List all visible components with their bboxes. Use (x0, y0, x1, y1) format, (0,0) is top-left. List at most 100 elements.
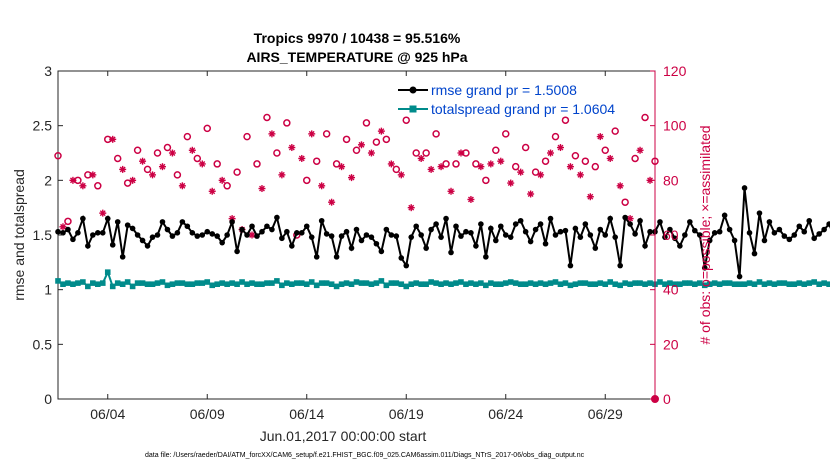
totalspread-point (512, 280, 519, 286)
totalspread-point (443, 280, 449, 286)
totalspread-point (821, 280, 827, 286)
obs-assimilated-marker (168, 149, 176, 157)
totalspread-point (109, 283, 116, 290)
totalspread-point (80, 279, 86, 285)
obs-possible-marker (263, 113, 271, 122)
rmse-point (403, 262, 410, 269)
obs-possible-marker (163, 143, 172, 152)
totalspread-point (433, 280, 439, 286)
totalspread-point (179, 280, 186, 286)
rmse-point (806, 217, 813, 224)
totalspread-point (378, 278, 385, 284)
obs-possible-marker (54, 151, 62, 160)
rmse-point (313, 254, 320, 260)
totalspread-point (393, 280, 400, 286)
rmse-point (174, 230, 181, 236)
totalspread-point (119, 281, 126, 287)
rmse-point (388, 232, 395, 238)
rmse-point (672, 235, 678, 242)
totalspread-point (60, 281, 66, 287)
obs-assimilated-marker (636, 146, 644, 154)
totalspread-point (761, 281, 768, 287)
rmse-point (493, 237, 499, 244)
rmse-point (90, 232, 96, 238)
obs-assimilated-marker (537, 171, 545, 179)
rmse-point (328, 233, 335, 239)
rmse-point (129, 225, 136, 232)
rmse-point (657, 219, 663, 225)
rmse-point (587, 232, 594, 238)
obs-possible-marker (94, 182, 102, 190)
rmse-point (642, 243, 648, 249)
obs-possible-marker (153, 149, 162, 157)
rmse-point (269, 226, 275, 233)
totalspread-point (721, 280, 728, 286)
obs-possible-marker (352, 146, 361, 155)
totalspread-point (706, 281, 713, 287)
rmse-point (602, 232, 609, 238)
totalspread-point (612, 281, 618, 287)
rmse-point (244, 232, 250, 238)
rmse-point (124, 222, 131, 228)
totalspread-point (453, 280, 459, 286)
rmse-point (746, 230, 753, 236)
rmse-point (398, 255, 405, 261)
totalspread-point (562, 280, 569, 286)
obs-assimilated-marker (208, 187, 216, 195)
rmse-point (239, 226, 245, 233)
obs-possible-marker (551, 132, 560, 141)
totalspread-point (70, 281, 76, 287)
rmse-point (473, 243, 479, 249)
obs-possible-marker (641, 113, 649, 122)
rmse-point (338, 233, 345, 239)
totalspread-point (373, 280, 380, 286)
rmse-point (423, 245, 429, 251)
rmse-point (234, 248, 240, 255)
rmse-point (303, 223, 310, 230)
obs-possible-marker (183, 132, 192, 141)
totalspread-point (313, 282, 320, 289)
obs-possible-marker (303, 176, 311, 185)
rmse-point (627, 221, 633, 227)
obs-count-layer (54, 113, 659, 403)
rmse-point (408, 234, 415, 240)
rmse-point (552, 232, 559, 238)
rmse-point (756, 210, 763, 216)
rmse-point (259, 228, 265, 235)
data-file-footnote: data file: /Users/raeder/DAI/ATM_forcXX/… (145, 452, 585, 459)
rmse-point (741, 185, 748, 191)
obs-assimilated-marker (556, 144, 564, 152)
rmse-point (204, 228, 211, 235)
obs-assimilated-marker (109, 135, 117, 143)
rmse-point (99, 230, 106, 236)
rmse-point (517, 217, 524, 224)
y-axis-right-label: # of obs: o=possible; ×=assimilated (697, 125, 713, 344)
totalspread-point (284, 280, 290, 286)
obs-assimilated-marker (268, 130, 276, 138)
totalspread-point (696, 280, 703, 286)
x-tick-label: 06/09 (190, 406, 225, 422)
totalspread-point (458, 279, 464, 285)
totalspread-point (428, 279, 434, 285)
tick-layer: 0 0.5 1 1.5 2 2.5 3 0 20 40 60 80 100 120 06/04 06/09 06… (33, 63, 687, 422)
obs-assimilated-marker (308, 130, 316, 138)
rmse-point (682, 232, 688, 238)
totalspread-point (632, 280, 638, 286)
obs-assimilated-marker (566, 163, 574, 171)
rmse-point (179, 219, 186, 225)
rmse-point (557, 228, 564, 235)
rmse-point (368, 234, 375, 240)
obs-possible-marker (273, 149, 281, 157)
obs-assimilated-marker (626, 215, 634, 223)
totalspread-point (463, 281, 469, 287)
obs-assimilated-marker (298, 154, 306, 162)
totalspread-point (209, 282, 216, 289)
rmse-point (667, 226, 673, 233)
totalspread-point (353, 279, 360, 285)
rmse-point (701, 265, 708, 271)
obs-assimilated-marker (517, 168, 525, 176)
legend: rmse grand pr = 1.5008 totalspread grand… (398, 82, 615, 117)
totalspread-point (184, 281, 191, 287)
obs-assimilated-marker (59, 223, 67, 231)
x-tick-label: 06/19 (389, 406, 424, 422)
